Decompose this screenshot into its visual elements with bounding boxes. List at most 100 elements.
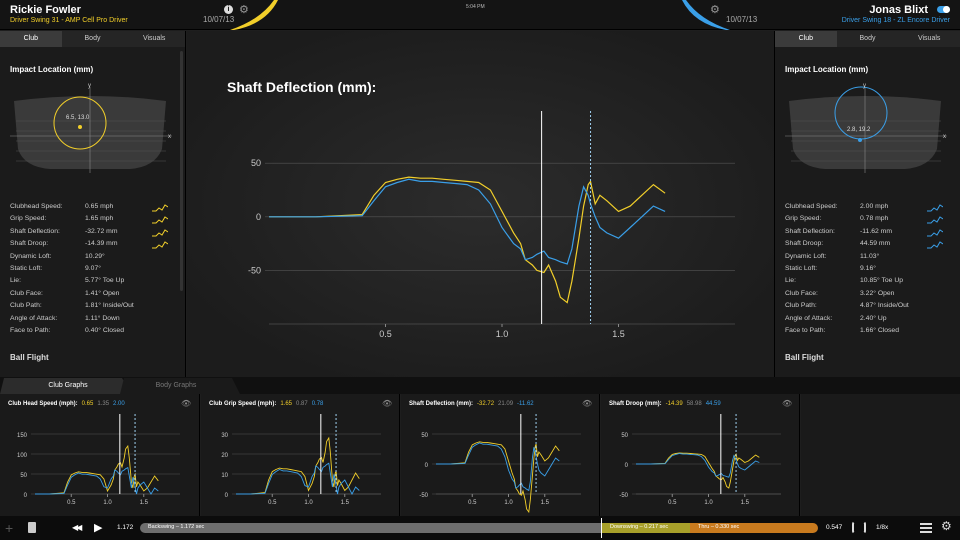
add-icon[interactable]: + (5, 520, 14, 536)
left-scrollbar[interactable] (180, 51, 183, 291)
playback-end-time: 0.547 (826, 524, 843, 531)
stat-value: 9.16° (860, 264, 876, 272)
stat-row: Clubhead Speed: 0.65 mph (10, 203, 180, 215)
right-tab-club[interactable]: Club (775, 31, 837, 47)
left-gear-icon[interactable]: ⚙ (239, 4, 249, 16)
stat-label: Shaft Deflection: (10, 227, 60, 235)
right-swing-label[interactable]: Driver Swing 18 - ZL Encore Driver (841, 17, 950, 24)
stat-label: Dynamic Loft: (785, 252, 827, 260)
tab-club-graphs[interactable]: Club Graphs (48, 382, 88, 389)
stat-value: 0.40° Closed (85, 326, 124, 334)
y-tick-label: 50 (621, 433, 628, 439)
stat-value: 1.65 mph (85, 215, 114, 223)
stat-label: Clubhead Speed: (10, 203, 63, 210)
right-x-axis-label: x (943, 134, 946, 140)
right-toggle[interactable] (937, 6, 950, 13)
left-y-axis-label: y (88, 83, 91, 89)
stat-label: Shaft Droop: (785, 240, 824, 248)
stat-value: 1.41° Open (85, 289, 120, 297)
x-tick-label: 1.0 (704, 500, 713, 506)
playback-rate[interactable]: 1/8x (876, 524, 889, 531)
stat-value: 5.77° Toe Up (85, 277, 125, 285)
left-tab-visuals[interactable]: Visuals (142, 35, 166, 42)
stat-label: Static Loft: (785, 264, 818, 272)
stat-value: -14.39 mm (85, 240, 118, 248)
eye-icon[interactable]: 👁 (582, 399, 593, 408)
left-tab-club[interactable]: Club (0, 31, 62, 47)
y-tick-label: -50 (619, 493, 628, 499)
sparkline-icon[interactable] (927, 228, 943, 238)
left-tab-body[interactable]: Body (84, 35, 101, 42)
sparkline-icon[interactable] (152, 240, 168, 250)
stat-row: Clubhead Speed: 2.00 mph (785, 203, 955, 215)
sparkline-icon[interactable] (152, 228, 168, 238)
x-tick-label: 0.5 (379, 329, 392, 339)
y-tick-label: 20 (221, 453, 228, 459)
stat-row: Club Path: 4.87° Inside/Out (785, 302, 955, 314)
left-clubface-diagram: y x 6.5, 13.0 (10, 83, 172, 173)
y-tick-label: 50 (421, 433, 428, 439)
right-ball-flight[interactable]: Ball Flight (785, 353, 824, 362)
graph-value-left: 1.65 (280, 401, 293, 407)
left-impact-coord: 6.5, 13.0 (66, 115, 90, 121)
eye-icon[interactable]: 👁 (382, 399, 393, 408)
sparkline-icon[interactable] (152, 203, 168, 213)
y-tick-label: 50 (251, 158, 261, 168)
stat-row: Static Loft: 9.07° (10, 265, 180, 277)
stat-value: 2.00 mph (860, 203, 889, 210)
stat-label: Club Path: (10, 302, 42, 310)
sparkline-icon[interactable] (927, 215, 943, 225)
stat-label: Grip Speed: (785, 215, 822, 223)
stat-label: Club Face: (785, 289, 818, 297)
stat-row: Angle of Attack: 2.40° Up (785, 315, 955, 327)
y-tick-label: 0 (225, 493, 229, 499)
y-tick-label: 150 (17, 433, 28, 439)
graph-value-diff: 0.87 (296, 401, 308, 407)
club-head-speed-graph: 150 100 50 0 0.5 1.0 1.5 (17, 414, 180, 506)
sparkline-icon[interactable] (927, 203, 943, 213)
graph-value-left: 0.65 (81, 401, 94, 407)
play-icon[interactable]: ▶ (94, 522, 103, 534)
segment-thru[interactable]: Thru – 0.330 sec (690, 523, 818, 533)
stat-row: Grip Speed: 0.78 mph (785, 215, 955, 227)
stat-row: Shaft Deflection: -11.62 mm (785, 228, 955, 240)
settings-gear-icon[interactable]: ⚙ (941, 519, 952, 533)
segment-downswing[interactable]: Downswing – 0.217 sec (602, 523, 690, 533)
right-y-axis-label: y (863, 83, 866, 89)
right-gear-icon[interactable]: ⚙ (710, 4, 720, 16)
graph-value-right: 44.59 (705, 401, 721, 407)
stat-label: Lie: (785, 277, 796, 285)
shaft-droop-graph: 50 0 -50 0.5 1.0 1.5 (619, 414, 781, 506)
right-tab-body[interactable]: Body (859, 35, 876, 42)
right-tab-visuals[interactable]: Visuals (917, 35, 941, 42)
x-tick-label: 1.5 (741, 500, 750, 506)
segment-backswing[interactable]: Backswing – 1.172 sec (140, 523, 602, 533)
graph-value-right: 2.00 (113, 401, 125, 407)
stat-value: 44.59 mm (860, 240, 891, 248)
tab-body-graphs[interactable]: Body Graphs (155, 382, 197, 389)
fullscreen-icon[interactable] (852, 521, 866, 534)
stat-row: Static Loft: 9.16° (785, 265, 955, 277)
sparkline-icon[interactable] (927, 240, 943, 250)
stat-row: Club Face: 1.41° Open (10, 290, 180, 302)
sparkline-icon[interactable] (152, 215, 168, 225)
trash-icon[interactable] (28, 522, 36, 533)
stat-row: Shaft Deflection: -32.72 mm (10, 228, 180, 240)
menu-icon[interactable] (920, 523, 932, 533)
stat-label: Lie: (10, 277, 21, 285)
graph-panel-club-head-speed: Club Head Speed (mph): 0.65 1.35 2.00 👁 150… (0, 394, 200, 516)
eye-icon[interactable]: 👁 (181, 399, 192, 408)
rewind-icon[interactable]: ◀◀ (72, 523, 82, 532)
stat-row: Lie: 5.77° Toe Up (10, 277, 180, 289)
left-stats-list: Clubhead Speed: 0.65 mph Grip Speed: 1.65 m… (10, 203, 180, 339)
eye-icon[interactable]: 👁 (782, 399, 793, 408)
stat-row: Face to Path: 1.66° Closed (785, 327, 955, 339)
left-ball-flight[interactable]: Ball Flight (10, 353, 49, 362)
playhead[interactable] (601, 518, 602, 538)
left-info-icon[interactable]: i (224, 5, 233, 14)
left-swing-label[interactable]: Driver Swing 31 - AMP Cell Pro Driver (10, 17, 128, 24)
stat-label: Face to Path: (785, 326, 826, 334)
x-tick-label: 1.5 (341, 500, 350, 506)
stat-value: 1.81° Inside/Out (85, 302, 134, 310)
stat-value: -11.62 mm (860, 227, 892, 235)
